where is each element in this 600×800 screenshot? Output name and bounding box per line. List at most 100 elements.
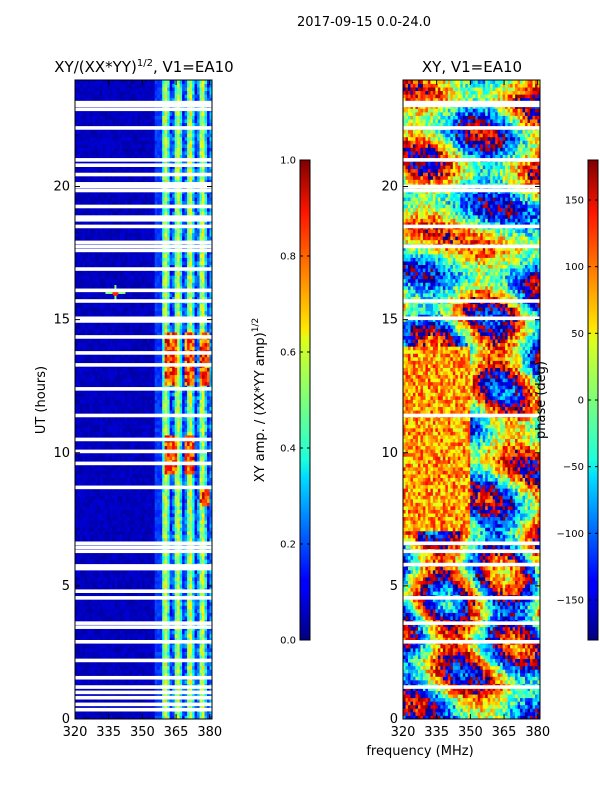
heatmap-cell bbox=[97, 652, 100, 656]
heatmap-cell bbox=[152, 669, 155, 673]
heatmap-cell bbox=[117, 602, 120, 606]
heatmap-cell bbox=[125, 644, 128, 648]
heatmap-cell bbox=[125, 630, 128, 634]
heatmap-cell bbox=[197, 538, 200, 542]
heatmap-cell bbox=[152, 644, 155, 648]
heatmap-cell bbox=[197, 605, 200, 609]
heatmap-cell bbox=[162, 556, 165, 560]
heatmap-cell bbox=[150, 538, 153, 542]
heatmap-cell bbox=[110, 605, 113, 609]
heatmap-cell bbox=[205, 577, 208, 581]
heatmap-cell bbox=[122, 559, 125, 563]
heatmap-cell bbox=[195, 556, 198, 560]
heatmap-cell bbox=[105, 652, 108, 656]
heatmap-cell bbox=[82, 669, 85, 673]
heatmap-cell bbox=[185, 570, 188, 574]
heatmap-cell bbox=[145, 538, 148, 542]
heatmap-cell bbox=[102, 630, 105, 634]
heatmap-cell bbox=[192, 655, 195, 659]
heatmap-cell bbox=[162, 630, 165, 634]
heatmap-cell bbox=[80, 605, 83, 609]
heatmap-cell bbox=[97, 613, 100, 617]
heatmap-cell bbox=[110, 577, 113, 581]
heatmap-cell bbox=[117, 655, 120, 659]
heatmap-cell bbox=[200, 609, 203, 613]
amplitude-heatmap bbox=[75, 80, 212, 719]
heatmap-cell bbox=[132, 609, 135, 613]
heatmap-cell bbox=[107, 630, 110, 634]
heatmap-cell bbox=[147, 613, 150, 617]
heatmap-cell bbox=[130, 613, 133, 617]
heatmap-cell bbox=[80, 613, 83, 617]
heatmap-cell bbox=[92, 712, 95, 716]
heatmap-cell bbox=[122, 655, 125, 659]
heatmap-cell bbox=[87, 613, 90, 617]
heatmap-cell bbox=[190, 609, 193, 613]
heatmap-cell bbox=[180, 666, 183, 670]
heatmap-cell bbox=[147, 556, 150, 560]
heatmap-cell bbox=[132, 634, 135, 638]
heatmap-cell bbox=[122, 602, 125, 606]
heatmap-cell bbox=[147, 666, 150, 670]
heatmap-cell bbox=[202, 630, 205, 634]
heatmap-cell bbox=[77, 616, 80, 620]
heatmap-cell bbox=[125, 652, 128, 656]
heatmap-cell bbox=[197, 648, 200, 652]
heatmap-cell bbox=[125, 556, 128, 560]
heatmap-cell bbox=[170, 602, 173, 606]
heatmap-cell bbox=[172, 630, 175, 634]
heatmap-cell bbox=[90, 712, 93, 716]
heatmap-cell bbox=[120, 605, 123, 609]
heatmap-cell bbox=[137, 669, 140, 673]
heatmap-cell bbox=[132, 680, 135, 684]
heatmap-cell bbox=[80, 556, 83, 560]
heatmap-cell bbox=[92, 630, 95, 634]
heatmap-cell bbox=[145, 556, 148, 560]
heatmap-cell bbox=[142, 602, 145, 606]
heatmap-cell bbox=[150, 573, 153, 577]
heatmap-cell bbox=[180, 648, 183, 652]
heatmap-cell bbox=[182, 584, 185, 588]
heatmap-cell bbox=[102, 559, 105, 563]
heatmap-cell bbox=[162, 577, 165, 581]
heatmap-cell bbox=[95, 573, 98, 577]
heatmap-cell bbox=[112, 712, 115, 716]
heatmap-cell bbox=[147, 538, 150, 542]
heatmap-cell bbox=[82, 605, 85, 609]
heatmap-cell bbox=[140, 669, 143, 673]
heatmap-cell bbox=[82, 655, 85, 659]
heatmap-cell bbox=[105, 634, 108, 638]
heatmap-cell bbox=[200, 573, 203, 577]
heatmap-cell bbox=[200, 634, 203, 638]
heatmap-cell bbox=[157, 559, 160, 563]
heatmap-cell bbox=[195, 570, 198, 574]
heatmap-cell bbox=[97, 680, 100, 684]
heatmap-cell bbox=[192, 609, 195, 613]
heatmap-cell bbox=[200, 669, 203, 673]
heatmap-cell bbox=[202, 662, 205, 666]
heatmap-cell bbox=[142, 666, 145, 670]
heatmap-cell bbox=[165, 712, 168, 716]
heatmap-cell bbox=[102, 666, 105, 670]
heatmap-cell bbox=[77, 652, 80, 656]
heatmap-cell bbox=[92, 570, 95, 574]
heatmap-cell bbox=[177, 581, 180, 585]
heatmap-cell bbox=[197, 573, 200, 577]
heatmap-cell bbox=[82, 570, 85, 574]
heatmap-cell bbox=[205, 613, 208, 617]
heatmap-cell bbox=[97, 662, 100, 666]
heatmap-cell bbox=[97, 616, 100, 620]
heatmap-cell bbox=[142, 570, 145, 574]
heatmap-cell bbox=[130, 669, 133, 673]
heatmap-cell bbox=[145, 570, 148, 574]
heatmap-cell bbox=[142, 573, 145, 577]
heatmap-cell bbox=[132, 570, 135, 574]
heatmap-cell bbox=[102, 712, 105, 716]
heatmap-cell bbox=[92, 584, 95, 588]
heatmap-cell bbox=[140, 538, 143, 542]
heatmap-cell bbox=[110, 644, 113, 648]
heatmap-cell bbox=[82, 609, 85, 613]
heatmap-cell bbox=[137, 666, 140, 670]
heatmap-cell bbox=[97, 570, 100, 574]
heatmap-cell bbox=[187, 605, 190, 609]
